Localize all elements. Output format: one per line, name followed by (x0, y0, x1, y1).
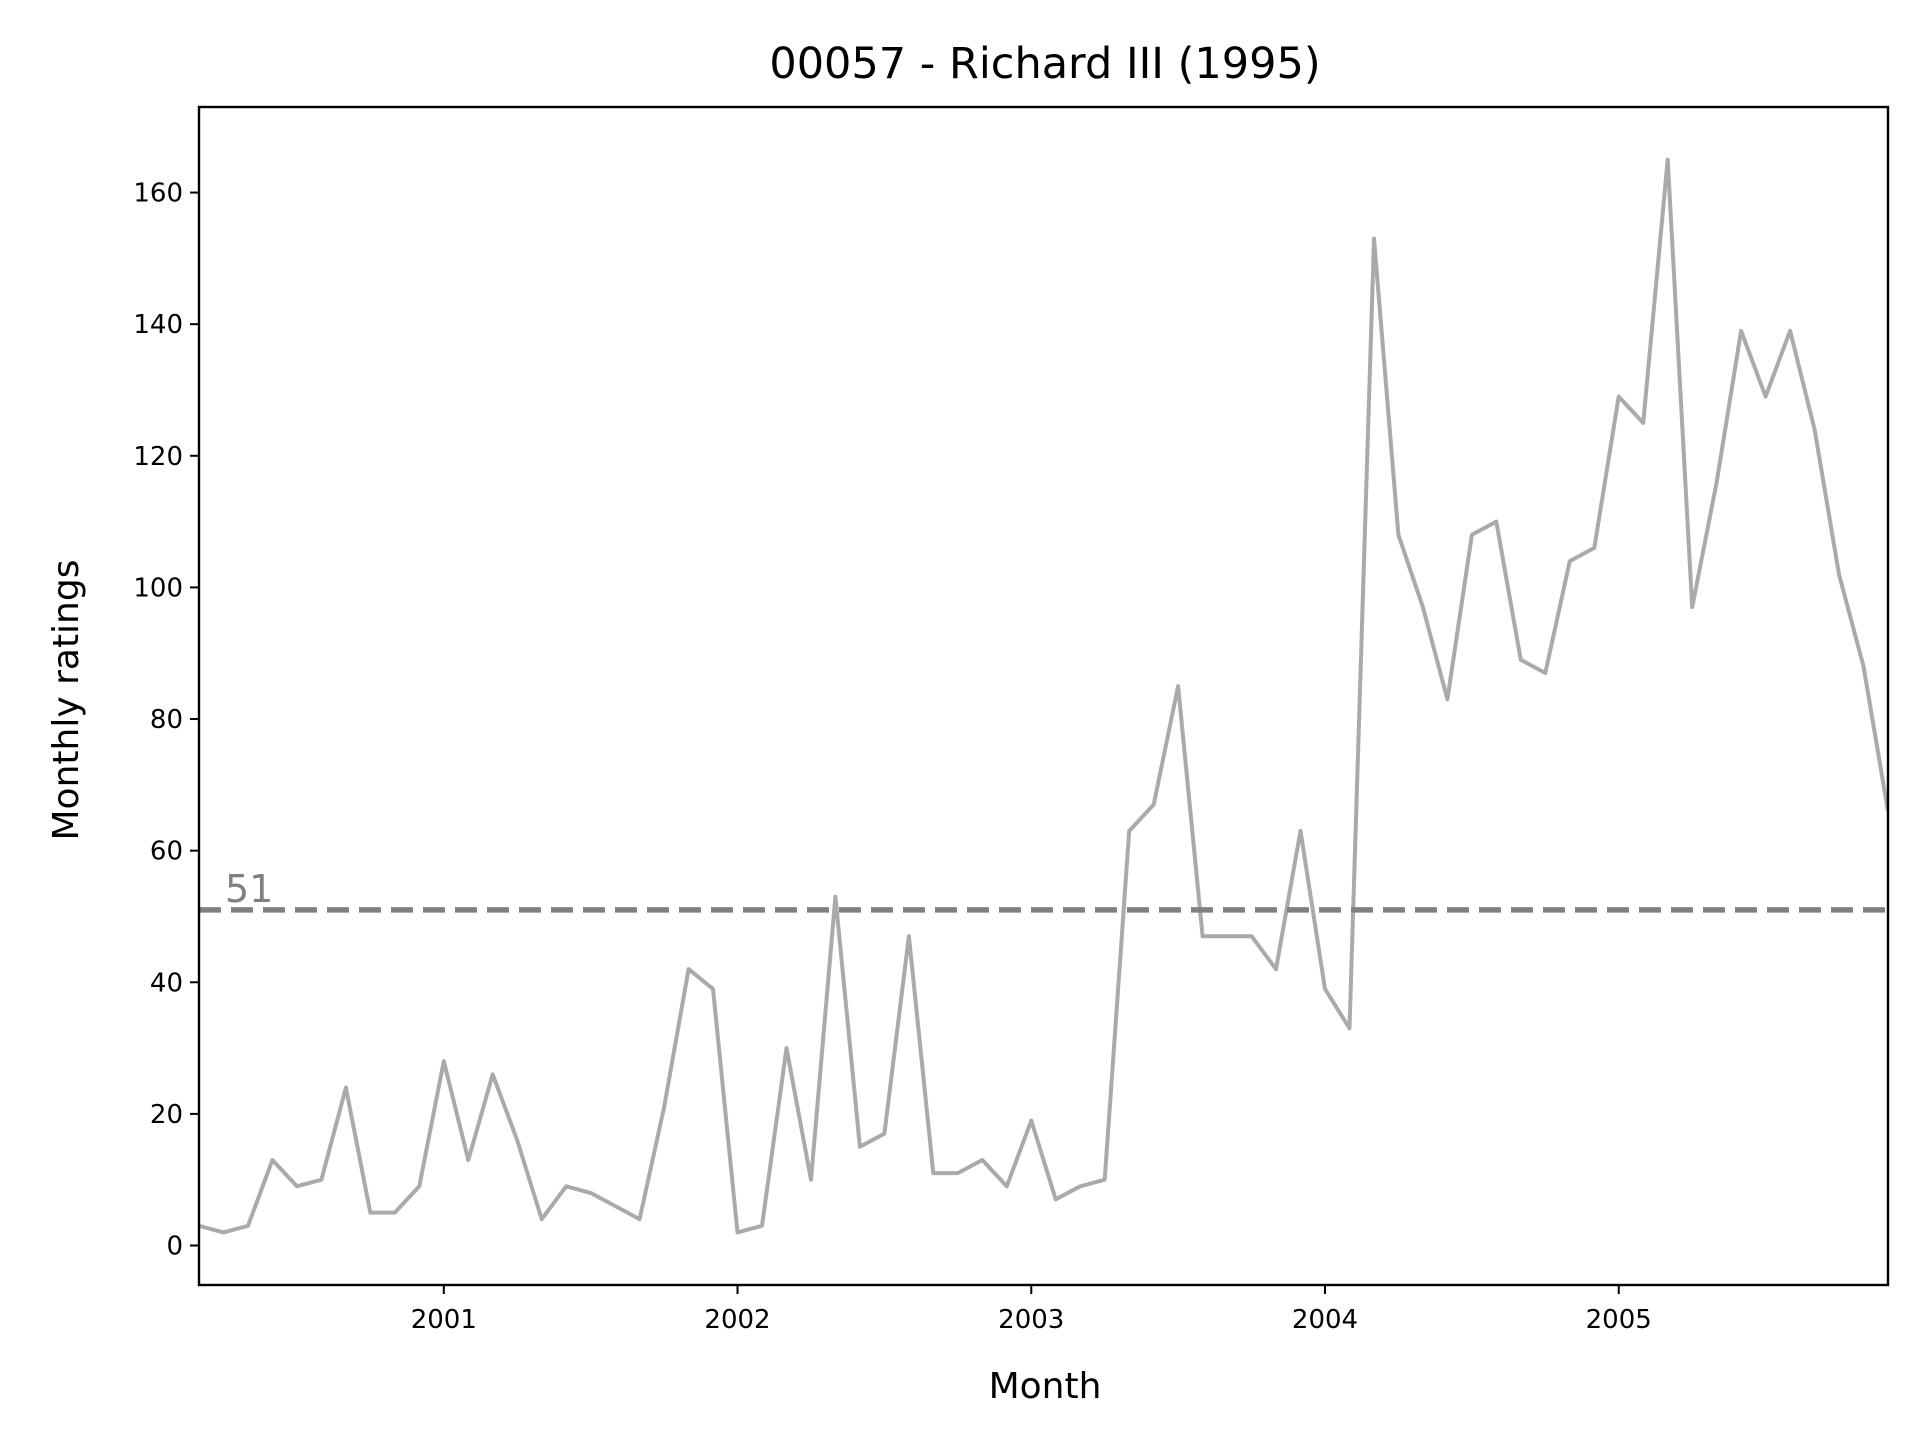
x-tick-label: 2002 (704, 1305, 770, 1335)
plot-frame (197, 105, 1890, 1287)
chart-title: 00057 - Richard III (1995) (769, 39, 1320, 89)
y-axis: 0 20 40 60 80 100 120 140 160 (133, 179, 199, 1262)
y-tick-label: 60 (150, 837, 183, 867)
x-tick-label: 2004 (1292, 1305, 1358, 1335)
y-tick-label: 120 (133, 442, 183, 472)
plot-area: 51 (199, 157, 1888, 1235)
y-tick-label: 40 (150, 968, 183, 998)
y-tick-label: 80 (150, 705, 183, 735)
x-axis-label: Month (989, 1366, 1102, 1407)
y-tick-label: 0 (166, 1232, 183, 1262)
x-axis: 2001 2002 2003 2004 2005 (411, 1285, 1652, 1335)
y-tick-label: 20 (150, 1100, 183, 1130)
y-tick-label: 100 (133, 573, 183, 603)
y-axis-label: Monthly ratings (46, 560, 87, 841)
x-tick-label: 2005 (1586, 1305, 1652, 1335)
x-tick-label: 2003 (998, 1305, 1064, 1335)
x-tick-label: 2001 (411, 1305, 477, 1335)
y-tick-label: 140 (133, 310, 183, 340)
series-line (199, 157, 1888, 1235)
reference-line-label: 51 (225, 867, 273, 911)
y-tick-label: 160 (133, 179, 183, 209)
